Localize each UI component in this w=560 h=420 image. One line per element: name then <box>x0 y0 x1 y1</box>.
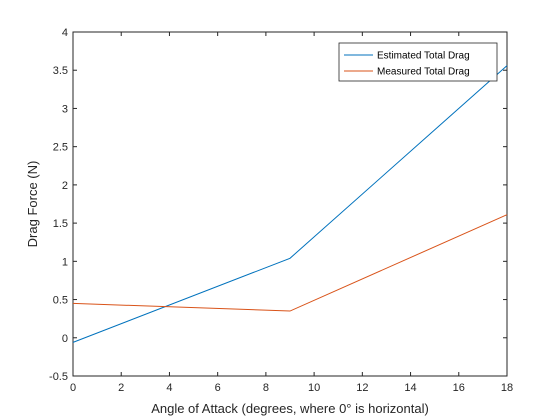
x-tick-label: 8 <box>263 382 269 394</box>
x-tick-label: 6 <box>215 382 221 394</box>
x-tick-label: 18 <box>501 382 513 394</box>
series-line-1 <box>72 214 508 312</box>
x-tick-label: 12 <box>356 382 368 394</box>
y-tick-label: -0.5 <box>49 371 68 383</box>
y-tick-label: 0 <box>62 333 68 345</box>
legend-label-measured: Measured Total Drag <box>377 67 470 78</box>
y-tick-label: 3 <box>62 103 68 115</box>
x-tick-label: 4 <box>166 382 172 394</box>
x-tick-label: 2 <box>118 382 124 394</box>
plot-area <box>72 31 508 377</box>
y-tick-label: 4 <box>62 27 68 39</box>
y-tick-label: 1 <box>62 256 68 268</box>
series-lines <box>72 65 508 343</box>
legend-label-estimated: Estimated Total Drag <box>377 51 470 62</box>
x-axis-label: Angle of Attack (degrees, where 0° is ho… <box>151 401 429 416</box>
y-tick-label: 0.5 <box>53 295 68 307</box>
legend: Estimated Total Drag Measured Total Drag <box>338 42 498 82</box>
x-tick-label: 10 <box>308 382 320 394</box>
y-axis-label: Drag Force (N) <box>25 161 40 248</box>
y-tick-label: 1.5 <box>53 218 68 230</box>
ticks: 0 2 4 6 8 10 12 14 16 18-0.500.511.522.533.54 <box>49 27 513 394</box>
y-tick-label: 2 <box>62 180 68 192</box>
y-tick-label: 2.5 <box>53 142 68 154</box>
legend-box <box>338 42 498 82</box>
y-tick-label: 3.5 <box>53 65 68 77</box>
x-tick-label: 0 <box>70 382 76 394</box>
x-tick-label: 16 <box>453 382 465 394</box>
x-tick-label: 14 <box>404 382 416 394</box>
series-line-0 <box>72 65 508 343</box>
